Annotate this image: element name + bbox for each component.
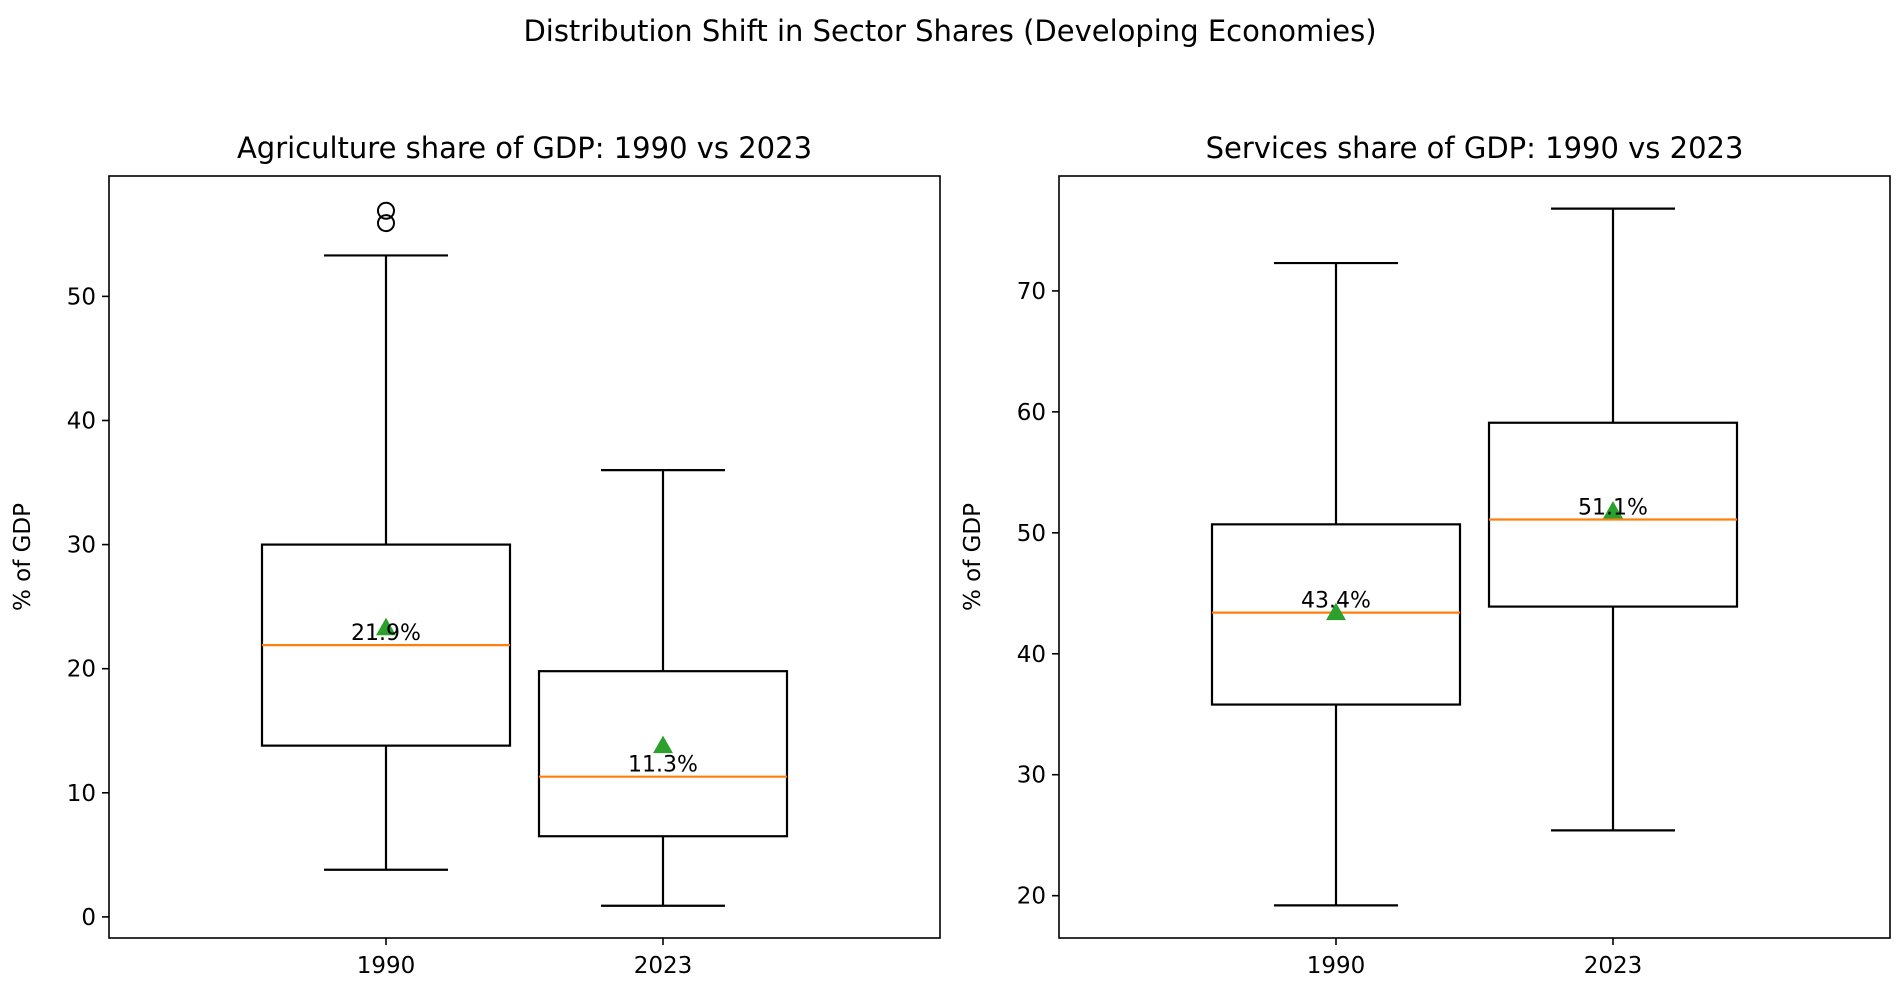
y-axis-label: % of GDP <box>960 503 986 611</box>
box-2023: 11.3% <box>537 469 789 907</box>
y-tick-label: 30 <box>67 533 96 559</box>
y-tick-label: 20 <box>67 657 96 683</box>
x-tick-label: 2023 <box>634 953 693 979</box>
x-tick-label: 1990 <box>1307 953 1366 979</box>
axes-frame <box>1058 175 1891 939</box>
outlier-point <box>377 201 395 220</box>
box-1990: 43.4% <box>1210 261 1462 907</box>
subplot-1: Agriculture share of GDP: 1990 vs 2023 % … <box>10 131 941 979</box>
x-tick-label: 2023 <box>1584 953 1643 979</box>
y-tick-label: 70 <box>1017 279 1046 305</box>
box-2023: 51.1% <box>1487 207 1739 832</box>
iqr-box <box>1487 421 1739 608</box>
y-tick-label: 60 <box>1017 400 1046 426</box>
y-tick-label: 50 <box>67 284 96 310</box>
box-1990: 21.9% <box>260 201 512 871</box>
y-tick-label: 20 <box>1017 884 1046 910</box>
outlier-point <box>377 214 395 233</box>
x-tick-label: 1990 <box>357 953 416 979</box>
subplot-2: Services share of GDP: 1990 vs 2023 % of … <box>960 131 1891 979</box>
y-tick-label: 10 <box>67 781 96 807</box>
figure-title: Distribution Shift in Sector Shares (Dev… <box>523 14 1377 48</box>
axes-frame <box>108 175 941 939</box>
y-tick-label: 0 <box>81 905 96 931</box>
mean-marker <box>1326 602 1346 621</box>
mean-marker <box>1603 501 1623 519</box>
iqr-box <box>537 670 789 838</box>
median-label: 11.3% <box>628 753 698 778</box>
median-label: 21.9% <box>351 621 421 646</box>
mean-marker <box>653 735 673 754</box>
subplot-title: Services share of GDP: 1990 vs 2023 <box>1206 131 1744 165</box>
y-tick-label: 30 <box>1017 763 1046 789</box>
iqr-box <box>1210 523 1462 706</box>
median-label: 51.1% <box>1578 496 1648 521</box>
y-tick-label: 50 <box>1017 521 1046 547</box>
median-label: 43.4% <box>1301 589 1371 614</box>
y-tick-label: 40 <box>1017 642 1046 668</box>
y-tick-label: 40 <box>67 408 96 434</box>
mean-marker <box>376 617 396 636</box>
subplot-title: Agriculture share of GDP: 1990 vs 2023 <box>237 131 812 165</box>
y-axis-label: % of GDP <box>10 503 36 611</box>
